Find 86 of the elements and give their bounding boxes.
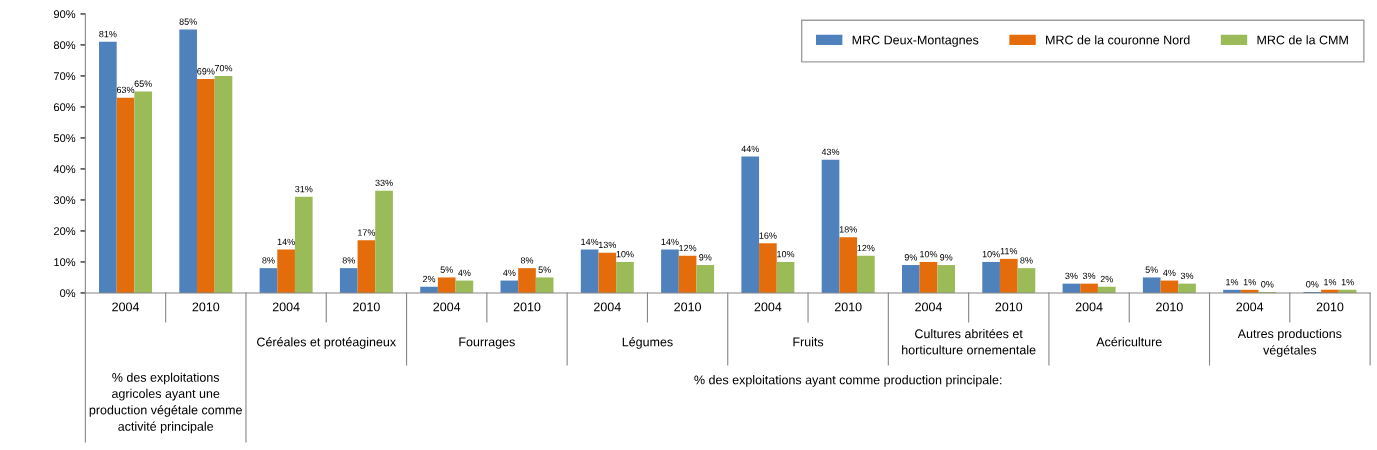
data-label: 81%	[99, 30, 117, 38]
y-tick-label: 70%	[53, 72, 76, 81]
data-label: 9%	[699, 254, 712, 261]
data-label: 10%	[920, 251, 938, 258]
y-tick-label: 80%	[53, 41, 76, 50]
text: Autres productions végétales	[1237, 328, 1342, 357]
data-label: 5%	[1145, 266, 1158, 273]
data-label: 8%	[1020, 257, 1033, 264]
data-label: 9%	[940, 254, 953, 261]
data-label: 1%	[1324, 278, 1337, 286]
text: Acériculture	[1096, 336, 1162, 347]
data-label: 5%	[538, 266, 551, 273]
y-tick-label: 20%	[53, 227, 76, 236]
data-label: 13%	[598, 241, 617, 249]
text: Fourrages	[459, 337, 515, 349]
x-tick-label: 2010	[834, 302, 862, 312]
data-label: 31%	[295, 185, 313, 193]
x-tick-label: 2010	[1316, 302, 1344, 312]
data-label: 1%	[1226, 278, 1239, 286]
x-tick-label: 2010	[1156, 302, 1183, 312]
data-label: 16%	[759, 232, 777, 239]
data-label: 1%	[1243, 278, 1256, 286]
text: Légumes	[622, 337, 673, 349]
data-label: 12%	[679, 244, 697, 252]
x-tick-label: 2010	[513, 302, 541, 312]
y-tick-label: 30%	[53, 196, 76, 205]
legend-label: MRC Deux-Montagnes	[852, 35, 979, 47]
data-label: 9%	[904, 254, 918, 261]
data-label: 12%	[857, 244, 875, 252]
data-label: 10%	[777, 251, 795, 258]
data-label: 14%	[581, 238, 599, 245]
data-label: 18%	[839, 226, 857, 233]
x-tick-label: 2010	[192, 302, 220, 312]
data-label: 43%	[821, 148, 840, 156]
data-label: 0%	[1261, 281, 1274, 288]
data-label: 3%	[1065, 272, 1078, 280]
data-label: 14%	[661, 238, 679, 245]
data-label: 10%	[616, 251, 634, 258]
text: % des exploitations agricoles ayant une production végétale comme activité principale	[89, 372, 242, 434]
y-tick-label: 10%	[54, 258, 76, 267]
data-label: 3%	[1180, 272, 1194, 280]
data-label: 14%	[277, 238, 295, 245]
x-tick-label: 2010	[674, 302, 702, 312]
data-label: 8%	[520, 257, 534, 264]
data-label: 63%	[116, 86, 135, 94]
x-tick-label: 2004	[272, 302, 300, 312]
data-label: 1%	[1341, 278, 1354, 286]
x-tick-label: 2004	[1236, 302, 1264, 312]
data-label: 4%	[1163, 269, 1176, 276]
data-label: 4%	[458, 269, 471, 276]
x-tick-label: 2004	[433, 302, 461, 312]
data-label: 0%	[1306, 281, 1319, 288]
data-label: 44%	[741, 145, 759, 152]
x-tick-label: 2004	[754, 302, 782, 312]
data-label: 11%	[1000, 247, 1018, 255]
x-tick-label: 2004	[915, 302, 943, 312]
x-tick-label: 2010	[353, 302, 380, 312]
text: % des exploitations ayant comme production principale:	[694, 375, 1002, 387]
data-label: 5%	[440, 266, 453, 273]
data-label: 69%	[197, 68, 215, 75]
data-label: 33%	[375, 179, 393, 187]
legend-label: MRC de la couronne Nord	[1046, 35, 1190, 45]
data-label: 2%	[422, 275, 436, 283]
x-tick-label: 2004	[1075, 302, 1103, 312]
data-label: 70%	[214, 65, 233, 72]
x-tick-label: 2010	[995, 302, 1023, 312]
y-tick-label: 60%	[53, 103, 76, 112]
data-label: 10%	[982, 251, 1000, 258]
y-tick-label: 0%	[60, 289, 76, 298]
y-tick-label: 90%	[53, 10, 76, 19]
text: Cultures abritées et horticulture ornementale	[902, 328, 1036, 355]
data-label: 4%	[503, 269, 516, 276]
data-label: 2%	[1100, 275, 1113, 283]
x-tick-label: 2004	[594, 302, 621, 312]
y-tick-label: 40%	[53, 165, 76, 174]
data-label: 3%	[1082, 272, 1096, 280]
data-label: 85%	[179, 18, 197, 25]
x-tick-label: 2004	[112, 302, 140, 312]
text: Céréales et protéagineux	[257, 337, 396, 349]
y-tick-label: 50%	[53, 134, 76, 143]
data-label: 17%	[358, 229, 376, 236]
data-label: 65%	[134, 80, 152, 87]
data-label: 8%	[342, 257, 355, 264]
text: Fruits	[793, 337, 824, 347]
data-label: 8%	[262, 257, 275, 264]
legend-label: MRC de la CMM	[1257, 35, 1348, 45]
